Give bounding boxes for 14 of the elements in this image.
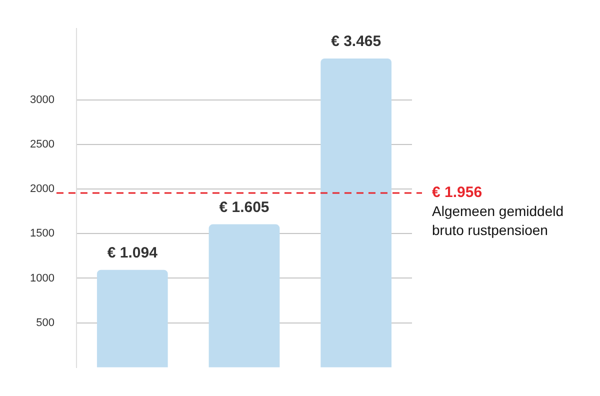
ref-line-label: € 1.956 [432, 184, 482, 202]
y-tick-label: 2000 [30, 183, 54, 196]
bar [320, 58, 392, 368]
y-tick-label: 1500 [30, 228, 54, 240]
text: Algemeen gemiddeld bruto rustpensioen [432, 202, 564, 238]
y-tick-label: 2500 [30, 138, 54, 151]
data-label: € 1.605 [219, 198, 270, 216]
bar [208, 224, 280, 368]
data-label: € 3.465 [331, 33, 382, 50]
y-tick-label: 500 [36, 316, 54, 329]
data-label: € 1.094 [107, 244, 158, 262]
y-tick-label: 3000 [30, 94, 54, 106]
bar [96, 270, 168, 368]
y-tick-label: 1000 [30, 272, 54, 284]
